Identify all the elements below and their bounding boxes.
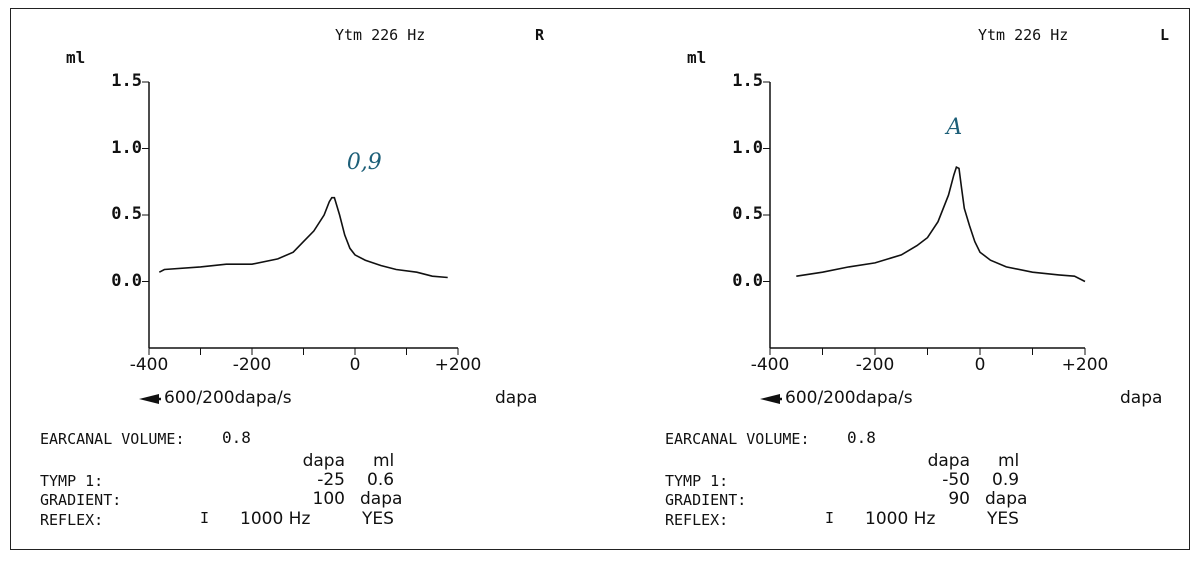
y-axis-unit: ml (66, 48, 86, 67)
gradient-unit: dapa (360, 489, 403, 509)
y-tick-label: 1.5 (732, 71, 763, 91)
x-tick-label: +200 (1061, 355, 1109, 375)
chart-title: Ytm 226 Hz (335, 26, 426, 44)
y-tick-label: 0.0 (732, 270, 763, 291)
x-tick-label: 0 (974, 355, 986, 375)
tympanogram-curve (796, 165, 1086, 283)
x-axis-unit: dapa (1120, 388, 1163, 408)
earcanal-volume-label: EARCANAL VOLUME: (40, 430, 185, 448)
x-tick-label: -200 (855, 355, 895, 375)
y-tick-label: 1.5 (111, 71, 142, 91)
column-header-ml: ml (998, 451, 1020, 471)
reflex-side: I (825, 509, 835, 527)
ear-label: L (1160, 26, 1170, 44)
tymp-compliance: 0.6 (367, 470, 395, 490)
tympanogram-curve (158, 196, 448, 279)
x-tick-label: +200 (434, 355, 482, 375)
gradient-value: 90 (948, 489, 970, 509)
reflex-frequency: 1000 Hz (865, 509, 936, 529)
column-header-dapa: dapa (927, 451, 970, 471)
reflex-frequency: 1000 Hz (240, 509, 311, 529)
earcanal-volume-value: 0.8 (847, 428, 876, 447)
column-header-ml: ml (373, 451, 395, 471)
y-tick-label: 0.5 (732, 204, 763, 224)
reflex-result: YES (362, 509, 394, 529)
y-tick-label: 0.0 (111, 270, 142, 291)
tymp-label: TYMP 1: (40, 472, 104, 490)
chart-title: Ytm 226 Hz (978, 26, 1069, 44)
reflex-label: REFLEX: (665, 511, 729, 529)
y-tick-label: 1.0 (732, 137, 763, 158)
tymp-label: TYMP 1: (665, 472, 729, 490)
tymp-pressure: -25 (317, 470, 345, 490)
reflex-side: I (200, 509, 210, 527)
sweep-speed: 600/200dapa/s (785, 388, 913, 408)
reflex-result: YES (987, 509, 1019, 529)
x-tick-label: -400 (129, 355, 169, 375)
x-tick-label: -200 (232, 355, 272, 375)
sweep-speed: 600/200dapa/s (164, 388, 292, 408)
column-header-dapa: dapa (302, 451, 345, 471)
x-tick-label: 0 (349, 355, 361, 375)
y-tick-label: 1.0 (111, 137, 142, 158)
earcanal-volume-label: EARCANAL VOLUME: (665, 430, 810, 448)
x-tick-label: -400 (750, 355, 790, 375)
reflex-label: REFLEX: (40, 511, 104, 529)
handwritten-annotation: A (946, 115, 963, 141)
y-tick-label: 0.5 (111, 204, 142, 224)
gradient-label: GRADIENT: (665, 491, 747, 509)
y-axis-unit: ml (687, 48, 707, 67)
earcanal-volume-value: 0.8 (222, 428, 251, 447)
handwritten-annotation: 0,9 (346, 149, 382, 175)
gradient-value: 100 (312, 489, 345, 509)
tymp-compliance: 0.9 (992, 470, 1020, 490)
ear-label: R (535, 26, 545, 44)
x-axis-unit: dapa (495, 388, 538, 408)
gradient-label: GRADIENT: (40, 491, 122, 509)
gradient-unit: dapa (985, 489, 1028, 509)
report-frame (10, 8, 1190, 550)
tymp-pressure: -50 (942, 470, 970, 490)
